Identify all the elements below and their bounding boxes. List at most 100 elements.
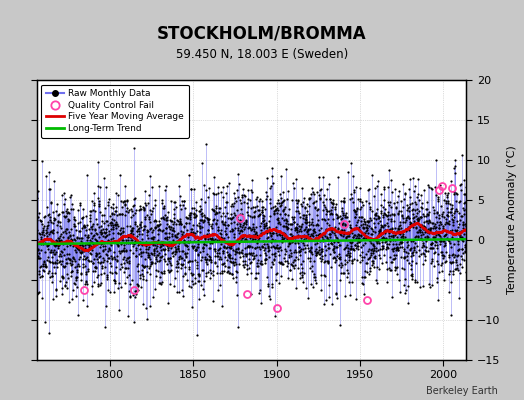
Point (398, 239, 406, 245)
Point (217, 226, 225, 233)
Point (445, 288, 454, 295)
Point (382, 235, 390, 242)
Point (261, 256, 270, 262)
Point (63, 208, 72, 215)
Point (65, 239, 73, 245)
Point (239, 192, 248, 198)
Point (45, 258, 53, 264)
Point (394, 225, 402, 231)
Point (235, 196, 244, 203)
Point (330, 254, 338, 260)
Point (76, 242, 84, 248)
Point (455, 198, 464, 204)
Point (180, 242, 189, 248)
Point (133, 228, 141, 234)
Point (246, 243, 254, 249)
Point (116, 231, 124, 237)
Point (290, 265, 298, 271)
Point (179, 240, 188, 246)
Point (307, 191, 315, 197)
Point (419, 250, 427, 256)
Point (374, 213, 382, 220)
Point (93, 250, 101, 257)
Point (365, 218, 373, 224)
Point (210, 206, 219, 213)
Point (362, 224, 370, 231)
Point (258, 209, 266, 215)
Point (341, 292, 350, 299)
Point (442, 235, 451, 241)
Point (39, 240, 47, 247)
Point (412, 224, 420, 231)
Point (304, 226, 312, 233)
Point (430, 221, 439, 227)
Point (456, 270, 465, 277)
Point (170, 251, 179, 257)
Point (241, 261, 249, 267)
Point (433, 279, 442, 286)
Point (372, 238, 380, 245)
Point (313, 232, 322, 238)
Point (215, 256, 223, 262)
Point (282, 166, 290, 172)
Point (427, 241, 435, 248)
Point (159, 204, 167, 211)
Point (76, 254, 84, 260)
Point (225, 253, 233, 260)
Point (97, 223, 106, 229)
Point (417, 214, 425, 220)
Point (139, 263, 147, 270)
Point (131, 210, 139, 217)
Point (310, 241, 319, 247)
Point (154, 222, 162, 229)
Point (81, 269, 90, 275)
Point (88, 239, 96, 245)
Point (326, 210, 335, 216)
Point (439, 225, 447, 231)
Point (221, 262, 229, 269)
Point (345, 239, 354, 246)
Point (210, 238, 219, 245)
Point (380, 222, 388, 228)
Point (156, 280, 164, 286)
Point (335, 251, 344, 257)
Point (424, 230, 433, 236)
Point (435, 225, 444, 231)
Point (462, 223, 470, 229)
Point (314, 222, 322, 229)
Point (406, 220, 414, 227)
Point (344, 169, 352, 176)
Point (95, 234, 103, 240)
Point (172, 230, 181, 237)
Point (405, 260, 413, 267)
Point (203, 215, 211, 222)
Point (410, 244, 419, 251)
Point (280, 258, 289, 264)
Point (123, 197, 131, 203)
Point (339, 229, 347, 236)
Point (174, 243, 182, 249)
Point (438, 252, 446, 258)
Point (115, 236, 123, 243)
Point (128, 240, 136, 246)
Point (94, 183, 103, 190)
Point (247, 205, 256, 212)
Point (304, 294, 312, 301)
Point (334, 174, 343, 180)
Point (369, 242, 377, 248)
Point (252, 228, 260, 235)
Point (198, 160, 206, 167)
Point (405, 226, 413, 233)
Point (257, 230, 265, 236)
Point (36, 254, 44, 261)
Point (111, 219, 119, 226)
Point (166, 280, 174, 287)
Point (34, 247, 42, 253)
Point (221, 203, 230, 210)
Point (56, 278, 64, 284)
Point (85, 258, 93, 264)
Point (122, 248, 130, 254)
Point (336, 256, 344, 262)
Point (286, 236, 294, 242)
Point (158, 270, 167, 276)
